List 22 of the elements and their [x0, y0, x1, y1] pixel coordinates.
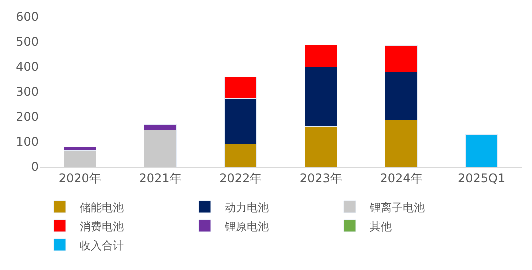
x-tick-label: 2024年: [380, 171, 423, 186]
y-tick-label: 0: [31, 160, 39, 174]
legend-label: 锂原电池: [224, 220, 269, 234]
x-tick-label: 2020年: [58, 171, 102, 186]
legend-label: 消费电池: [80, 220, 124, 234]
bar: [466, 134, 498, 167]
legend-label: 动力电池: [225, 201, 269, 214]
legend-label: 收入合计: [80, 239, 124, 252]
legend-label: 储能电池: [80, 201, 124, 214]
legend-label: 锂离子电池: [369, 201, 425, 214]
x-tick-label: 2022年: [220, 171, 262, 186]
y-tick-label: 400: [16, 60, 39, 74]
legend-label: 其他: [370, 220, 392, 234]
bar: [64, 150, 96, 167]
y-tick-label: 500: [16, 35, 39, 50]
y-tick-label: 200: [16, 110, 39, 124]
y-tick-label: 100: [16, 135, 39, 150]
x-tick-label: 2021年: [139, 171, 182, 186]
x-tick-label: 2025Q1: [458, 171, 506, 186]
y-tick-label: 300: [16, 85, 39, 100]
x-tick-label: 2023年: [300, 171, 342, 186]
y-tick-label: 600: [16, 10, 39, 24]
